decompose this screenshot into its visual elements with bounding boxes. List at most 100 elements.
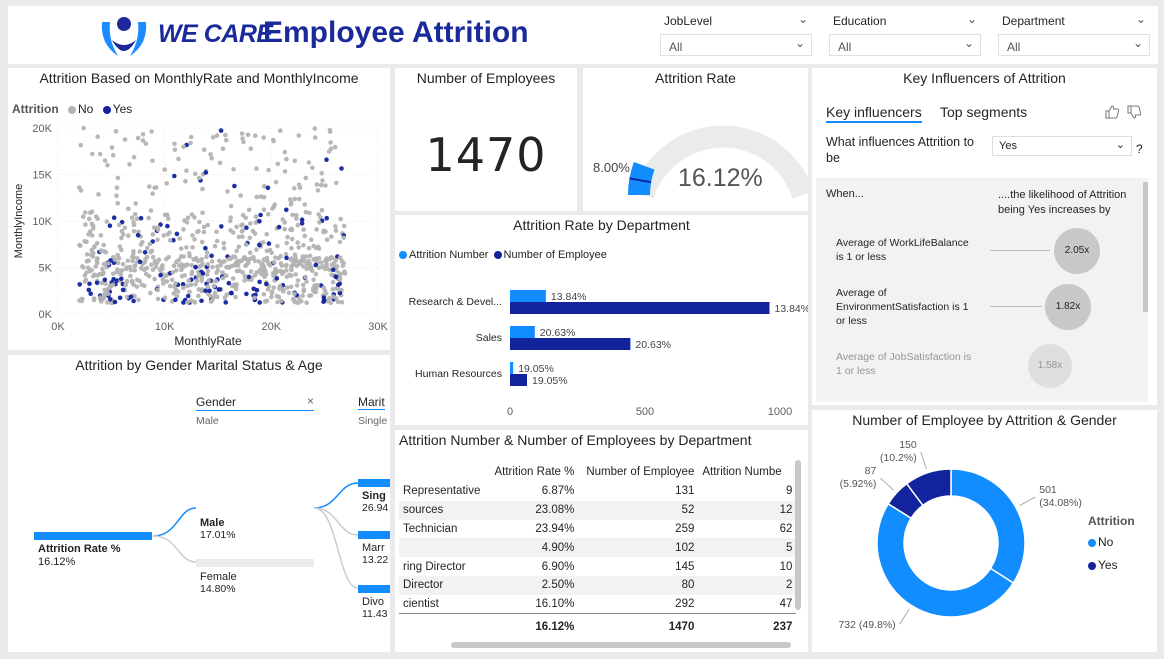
y-tick-label: 15K bbox=[32, 170, 52, 182]
tab-key-influencers[interactable]: Key influencers bbox=[826, 104, 922, 123]
chevron-down-icon[interactable]: ⌄ bbox=[1135, 12, 1146, 26]
scatter-point-no bbox=[252, 295, 257, 301]
table-row[interactable]: Director 2.50% 80 2 bbox=[399, 575, 797, 595]
scatter-point-no bbox=[252, 272, 258, 278]
scatter-point-no bbox=[97, 295, 103, 300]
scatter-point-no bbox=[126, 206, 131, 211]
table-hscrollbar[interactable] bbox=[451, 642, 791, 648]
table-header-cell[interactable] bbox=[399, 456, 484, 482]
slicer-dropdown[interactable]: All ⌄ bbox=[660, 34, 812, 56]
dept-table-panel: Attrition Number & Number of Employees b… bbox=[395, 430, 808, 652]
ki-answer-dropdown[interactable]: Yes ⌄ bbox=[992, 136, 1132, 156]
table-cell: 2 bbox=[785, 579, 793, 592]
marital-header[interactable]: Marit bbox=[358, 395, 385, 410]
slicer-dropdown[interactable]: All ⌄ bbox=[829, 34, 981, 56]
ki-likelihood-label: ....the likelihood of Attrition being Ye… bbox=[998, 189, 1127, 216]
slicer-dropdown[interactable]: All ⌄ bbox=[998, 34, 1150, 56]
thumbs-down-icon[interactable] bbox=[1126, 104, 1142, 120]
scatter-point-yes bbox=[199, 298, 204, 304]
slicer-department[interactable]: Department ⌄ All ⌄ bbox=[998, 10, 1150, 60]
scatter-point-yes bbox=[135, 232, 141, 238]
x-tick-label: 0K bbox=[51, 321, 65, 333]
chevron-down-icon[interactable]: ⌄ bbox=[797, 12, 808, 26]
scatter-point-no bbox=[211, 283, 217, 289]
scatter-point-no bbox=[215, 264, 220, 269]
panel-title: Attrition Number & Number of Employees b… bbox=[399, 432, 752, 448]
scatter-point-no bbox=[165, 212, 170, 218]
scatter-point-yes bbox=[265, 185, 271, 191]
scatter-point-no bbox=[304, 279, 309, 284]
ki-list: When... ....the likelihood of Attrition … bbox=[816, 178, 1148, 402]
scatter-point-no bbox=[105, 291, 111, 297]
ki-scrollbar[interactable] bbox=[1143, 182, 1148, 312]
slicer-education[interactable]: Education ⌄ All ⌄ bbox=[829, 10, 981, 60]
table-row[interactable]: sources 23.08% 52 12 bbox=[399, 500, 797, 520]
scatter-point-no bbox=[330, 279, 336, 285]
scatter-point-no bbox=[135, 135, 141, 141]
scatter-point-no bbox=[302, 233, 308, 239]
y-axis-label: MonthlyIncome bbox=[13, 184, 25, 259]
help-icon[interactable]: ? bbox=[1136, 142, 1143, 156]
table-row[interactable]: Technician 23.94% 259 62 bbox=[399, 519, 797, 539]
table-vscrollbar[interactable] bbox=[795, 460, 801, 610]
scatter-point-no bbox=[89, 233, 95, 238]
slicer-joblevel[interactable]: JobLevel ⌄ All ⌄ bbox=[660, 10, 812, 60]
table-header-cell[interactable]: Attrition Rate % bbox=[494, 466, 575, 478]
scatter-point-no bbox=[292, 186, 297, 191]
scatter-point-no bbox=[317, 265, 323, 270]
table-row[interactable]: 4.90% 102 5 bbox=[399, 538, 797, 558]
scatter-point-no bbox=[316, 256, 322, 261]
scatter-point-no bbox=[296, 296, 302, 301]
donut-chart[interactable]: 501 (34.08%)732 (49.8%)87 (5.92%)150 (10.2%… bbox=[812, 410, 1157, 652]
scatter-point-no bbox=[177, 236, 182, 241]
table-row[interactable]: Representative 6.87% 131 9 bbox=[399, 482, 797, 501]
scatter-point-no bbox=[245, 132, 251, 138]
scatter-point-yes bbox=[330, 267, 336, 273]
table-header-cell[interactable]: Number of Employee bbox=[586, 466, 695, 478]
scatter-point-no bbox=[136, 229, 141, 235]
scatter-point-no bbox=[247, 250, 253, 256]
chevron-down-icon[interactable]: ⌄ bbox=[966, 12, 977, 26]
tab-top-segments[interactable]: Top segments bbox=[940, 104, 1028, 120]
scatter-point-no bbox=[309, 237, 314, 242]
table-header-cell[interactable]: Attrition Numbe bbox=[702, 466, 782, 478]
gauge-chart[interactable] bbox=[583, 68, 808, 211]
scatter-point-no bbox=[332, 144, 338, 150]
scatter-point-yes bbox=[203, 288, 208, 293]
scatter-point-yes bbox=[138, 215, 144, 221]
scatter-point-yes bbox=[119, 276, 124, 282]
scatter-point-no bbox=[288, 257, 294, 262]
scatter-chart[interactable]: 0K 5K 10K 15K 20K 0K 10K 20K 30K MonthlyRate Month… bbox=[8, 68, 390, 350]
x-tick-label: 0 bbox=[507, 406, 513, 418]
leader-line bbox=[1019, 496, 1036, 506]
scatter-point-yes bbox=[258, 212, 263, 218]
donut-legend-no[interactable]: No bbox=[1088, 535, 1113, 549]
scatter-point-no bbox=[329, 272, 334, 278]
scatter-point-no bbox=[330, 287, 336, 292]
table-row[interactable]: cientist 16.10% 292 47 bbox=[399, 594, 797, 614]
scatter-point-yes bbox=[226, 280, 232, 286]
scatter-point-yes bbox=[257, 300, 262, 305]
thumbs-up-icon[interactable] bbox=[1104, 104, 1120, 120]
scatter-point-no bbox=[131, 229, 137, 234]
dept-bar-chart[interactable]: 0 500 1000 Research & Devel... 13.84% 13.84% S… bbox=[395, 215, 808, 425]
scatter-point-no bbox=[303, 274, 308, 280]
scatter-point-no bbox=[307, 210, 312, 216]
y-tick-label: 0K bbox=[39, 309, 53, 321]
scatter-point-no bbox=[304, 300, 309, 305]
scatter-point-no bbox=[333, 224, 338, 229]
scatter-point-no bbox=[80, 214, 86, 219]
scatter-point-no bbox=[288, 202, 294, 207]
table-row[interactable]: ring Director 6.90% 145 10 bbox=[399, 557, 797, 576]
ki-factor-bubble: 2.05x bbox=[1054, 228, 1100, 274]
scatter-point-no bbox=[99, 280, 105, 286]
donut-legend-yes[interactable]: Yes bbox=[1088, 558, 1118, 572]
scatter-point-no bbox=[262, 299, 268, 304]
scatter-point-no bbox=[281, 287, 286, 293]
gender-header[interactable]: Gender × bbox=[196, 394, 314, 411]
scatter-point-no bbox=[296, 196, 302, 202]
close-icon[interactable]: × bbox=[306, 394, 314, 408]
scatter-point-yes bbox=[257, 279, 262, 285]
scatter-point-no bbox=[179, 274, 185, 279]
scatter-point-yes bbox=[117, 295, 123, 301]
